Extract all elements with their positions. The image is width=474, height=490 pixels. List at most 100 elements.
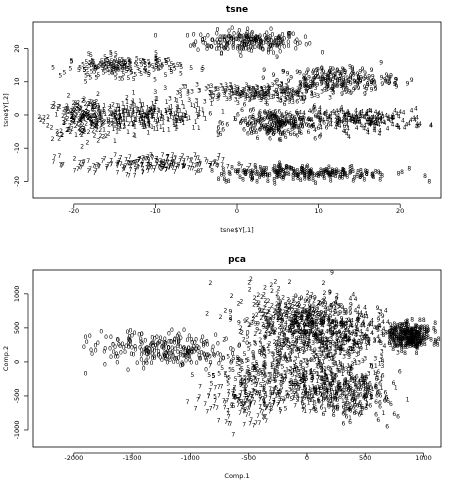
- point-9: 9: [309, 79, 313, 86]
- point-3: 3: [258, 94, 262, 101]
- point-3: 3: [239, 90, 243, 97]
- point-3: 3: [241, 92, 245, 99]
- point-8: 8: [414, 332, 418, 339]
- point-3: 3: [361, 358, 365, 365]
- point-7: 7: [293, 403, 297, 410]
- point-1: 1: [171, 115, 175, 122]
- point-2: 2: [87, 114, 91, 121]
- point-9: 9: [316, 66, 320, 73]
- point-8: 8: [278, 163, 282, 170]
- point-8: 8: [262, 166, 266, 173]
- point-9: 9: [303, 84, 307, 91]
- point-5: 5: [110, 69, 114, 76]
- point-7: 7: [133, 167, 137, 174]
- point-5: 5: [92, 64, 96, 71]
- point-6: 6: [291, 122, 295, 129]
- point-5: 5: [129, 69, 133, 76]
- point-2: 2: [208, 280, 212, 287]
- point-1: 1: [152, 104, 156, 111]
- point-9: 9: [336, 311, 340, 318]
- point-0: 0: [130, 344, 134, 351]
- point-6: 6: [269, 110, 273, 117]
- point-4: 4: [340, 119, 344, 126]
- point-2: 2: [69, 129, 73, 136]
- point-2: 2: [94, 115, 98, 122]
- point-1: 1: [177, 115, 181, 122]
- point-1: 1: [132, 120, 136, 127]
- point-2: 2: [304, 315, 308, 322]
- point-2: 2: [79, 117, 83, 124]
- point-8: 8: [426, 327, 430, 334]
- point-9: 9: [298, 79, 302, 86]
- point-1: 1: [146, 120, 150, 127]
- point-3: 3: [260, 90, 264, 97]
- point-9: 9: [337, 70, 341, 77]
- point-0: 0: [210, 37, 214, 44]
- point-6: 6: [280, 123, 284, 130]
- point-4: 4: [337, 116, 341, 123]
- point-6: 6: [262, 116, 266, 123]
- point-2: 2: [94, 98, 98, 105]
- point-4: 4: [345, 116, 349, 123]
- point-8: 8: [414, 343, 418, 350]
- point-1: 1: [352, 391, 356, 398]
- point-8: 8: [322, 170, 326, 177]
- point-6: 6: [251, 113, 255, 120]
- point-4: 4: [366, 127, 370, 134]
- point-8: 8: [324, 170, 328, 177]
- point-0: 0: [275, 347, 279, 354]
- point-1: 1: [353, 381, 357, 388]
- point-3: 3: [275, 340, 279, 347]
- point-4: 4: [418, 121, 422, 128]
- point-8: 8: [387, 340, 391, 347]
- point-8: 8: [392, 337, 396, 344]
- point-9: 9: [348, 306, 352, 313]
- point-5: 5: [108, 60, 112, 67]
- point-8: 8: [249, 169, 253, 176]
- point-1: 1: [95, 115, 99, 122]
- point-9: 9: [342, 87, 346, 94]
- point-0: 0: [242, 41, 246, 48]
- point-4: 4: [373, 115, 377, 122]
- point-2: 2: [62, 106, 66, 113]
- point-2: 2: [91, 104, 95, 111]
- point-8: 8: [266, 173, 270, 180]
- point-1: 1: [381, 410, 385, 417]
- point-3: 3: [222, 88, 226, 95]
- point-1: 1: [117, 113, 121, 120]
- point-7: 7: [198, 160, 202, 167]
- point-8: 8: [422, 317, 426, 324]
- point-8: 8: [378, 170, 382, 177]
- point-0: 0: [259, 38, 263, 45]
- point-6: 6: [242, 126, 246, 133]
- point-2: 2: [93, 110, 97, 117]
- point-5: 5: [120, 61, 124, 68]
- point-0: 0: [166, 348, 170, 355]
- point-4: 4: [350, 113, 354, 120]
- point-8: 8: [414, 329, 418, 336]
- point-0: 0: [231, 45, 235, 52]
- point-8: 8: [374, 168, 378, 175]
- point-8: 8: [315, 172, 319, 179]
- point-1: 1: [360, 373, 364, 380]
- point-2: 2: [238, 328, 242, 335]
- point-0: 0: [245, 34, 249, 41]
- point-6: 6: [249, 122, 253, 129]
- point-2: 2: [93, 113, 97, 120]
- point-1: 1: [172, 122, 176, 129]
- point-0: 0: [242, 41, 246, 48]
- point-8: 8: [279, 166, 283, 173]
- point-9: 9: [379, 59, 383, 66]
- point-9: 9: [287, 78, 291, 85]
- point-3: 3: [236, 85, 240, 92]
- point-9: 9: [367, 73, 371, 80]
- point-9: 9: [349, 80, 353, 87]
- point-2: 2: [270, 303, 274, 310]
- point-1: 1: [232, 115, 236, 122]
- point-8: 8: [341, 167, 345, 174]
- point-9: 9: [353, 78, 357, 85]
- point-2: 2: [52, 100, 56, 107]
- point-0: 0: [250, 40, 254, 47]
- point-0: 0: [258, 33, 262, 40]
- point-5: 5: [122, 65, 126, 72]
